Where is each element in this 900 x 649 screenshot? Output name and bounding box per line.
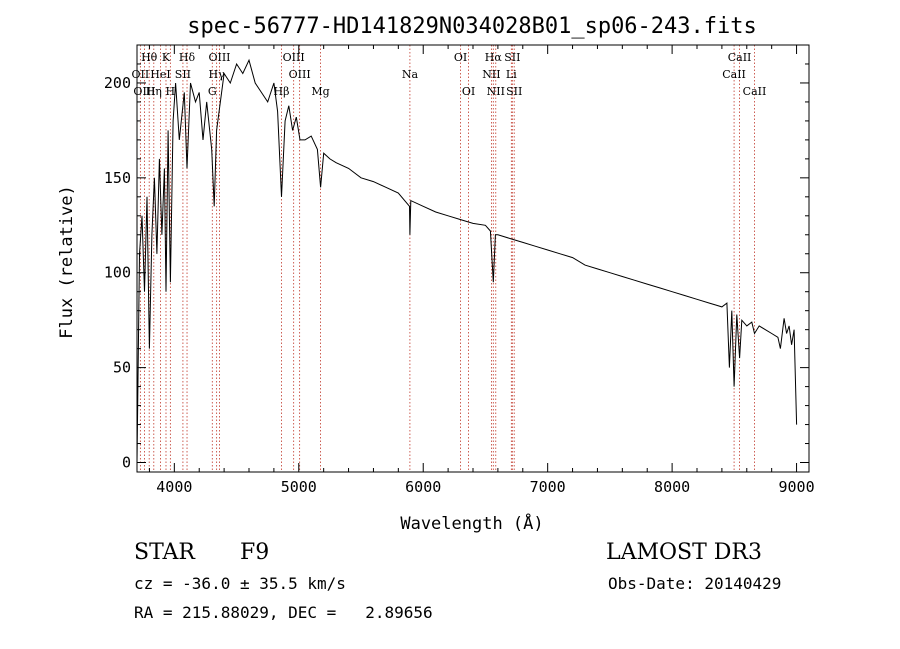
- chart-title: spec-56777-HD141829N034028B01_sp06-243.f…: [187, 14, 757, 39]
- y-tick-label: 200: [104, 74, 131, 92]
- line-markers: [139, 45, 755, 472]
- x-axis: 4000 5000 6000 7000 8000 9000: [148, 45, 815, 496]
- x-tick-label: 4000: [156, 478, 192, 496]
- line-label: Hγ: [209, 68, 226, 81]
- line-label: OIII: [289, 68, 311, 81]
- x-tick-label: 5000: [281, 478, 317, 496]
- object-class: STAR: [134, 540, 195, 565]
- survey-name: LAMOST DR3: [606, 540, 762, 565]
- line-label: Hβ: [274, 85, 290, 98]
- spectrum-chart: spec-56777-HD141829N034028B01_sp06-243.f…: [57, 14, 815, 534]
- line-label: K: [162, 51, 171, 64]
- line-label: G: [208, 85, 217, 98]
- y-tick-label: 50: [113, 359, 131, 377]
- line-label: OIII: [283, 51, 305, 64]
- line-label: CaII: [728, 51, 752, 64]
- line-label: Hθ: [141, 51, 158, 64]
- x-axis-label: Wavelength (Å): [400, 512, 543, 534]
- line-label: H: [166, 85, 176, 98]
- obs-date: Obs-Date: 20140429: [608, 574, 782, 593]
- x-tick-label: 6000: [405, 478, 441, 496]
- spectrum-line: [136, 58, 798, 463]
- x-tick-label: 8000: [654, 478, 690, 496]
- line-label: Na: [402, 68, 419, 81]
- line-label: CaII: [743, 85, 767, 98]
- coordinates: RA = 215.88029, DEC = 2.89656: [134, 603, 433, 622]
- object-subclass: F9: [240, 540, 270, 565]
- line-label: SII: [504, 51, 520, 64]
- line-label: OI: [462, 85, 475, 98]
- line-label: SII: [506, 85, 522, 98]
- x-tick-label: 9000: [778, 478, 814, 496]
- line-label: Hη: [146, 85, 162, 98]
- line-label: CaII: [722, 68, 746, 81]
- x-tick-label: 7000: [530, 478, 566, 496]
- y-tick-label: 100: [104, 264, 131, 282]
- line-label: HeI: [150, 68, 170, 81]
- line-label: Hδ: [179, 51, 196, 64]
- line-label: Li: [506, 68, 517, 81]
- plot-frame: [136, 44, 810, 473]
- y-tick-label: 150: [104, 169, 131, 187]
- line-label: Hα: [485, 51, 503, 64]
- line-label: OII: [132, 68, 150, 81]
- line-label: Mg: [311, 85, 329, 98]
- y-tick-label: 0: [122, 454, 131, 472]
- line-label: OIII: [133, 85, 155, 98]
- line-label: NII: [482, 68, 500, 81]
- redshift-value: cz = -36.0 ± 35.5 km/s: [134, 574, 346, 593]
- y-axis-label: Flux (relative): [57, 185, 77, 339]
- y-axis: 0 50 100 150 200: [104, 63, 809, 472]
- line-label: NII: [487, 85, 505, 98]
- line-label: SII: [175, 68, 191, 81]
- line-label: OIII: [208, 51, 230, 64]
- line-label: OI: [454, 51, 467, 64]
